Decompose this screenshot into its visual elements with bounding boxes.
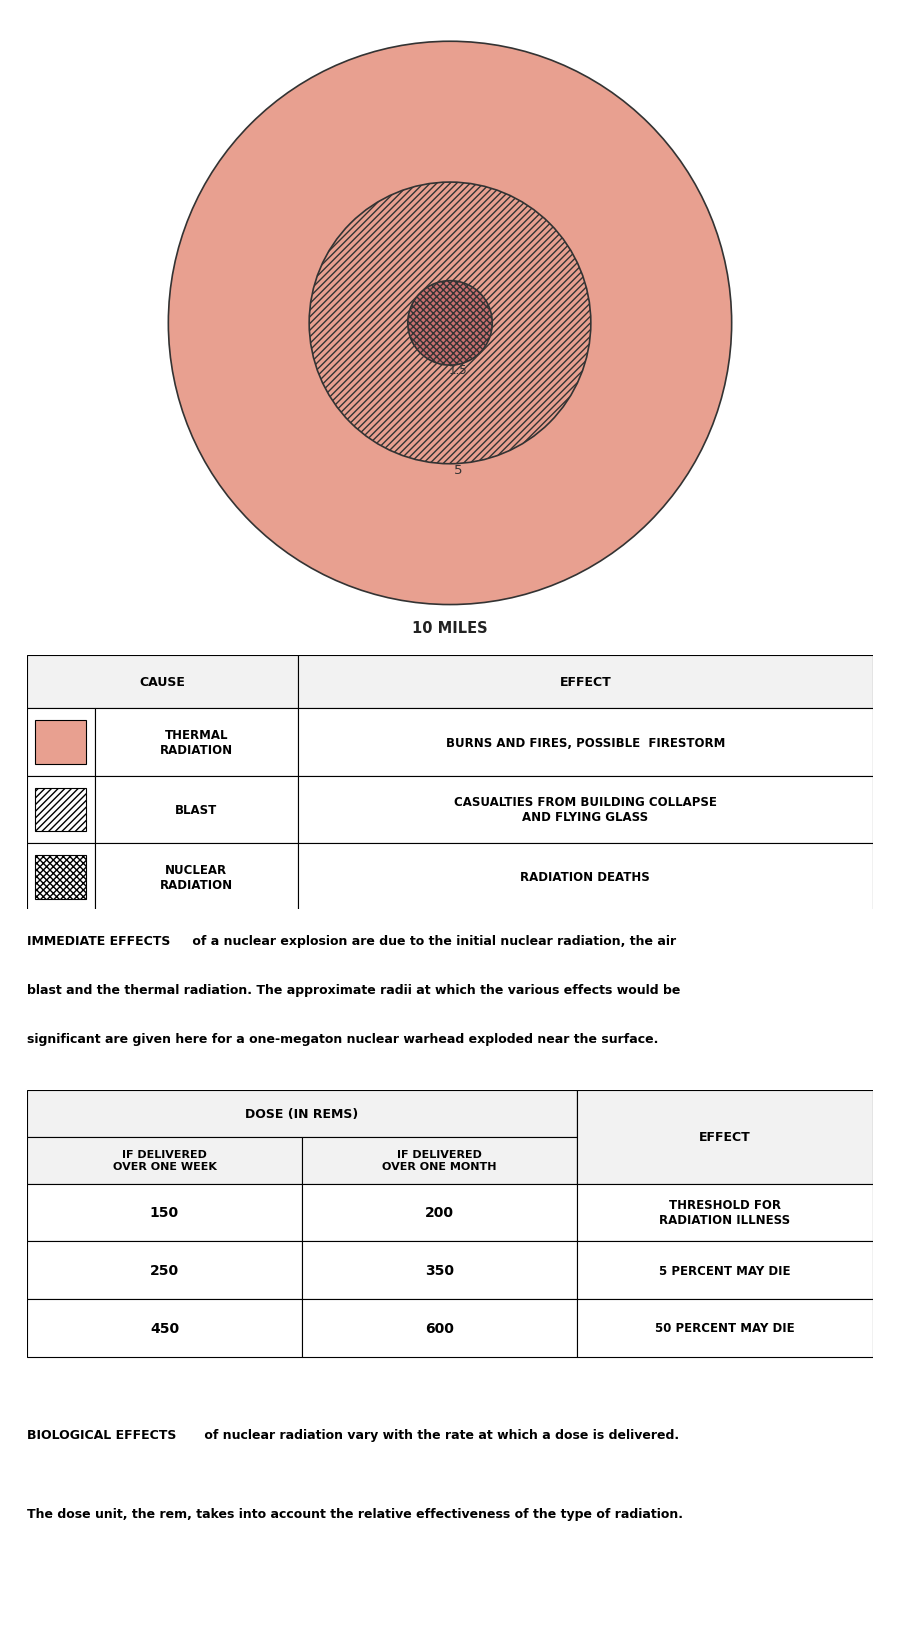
FancyBboxPatch shape bbox=[302, 1137, 577, 1183]
FancyBboxPatch shape bbox=[27, 1090, 577, 1137]
FancyBboxPatch shape bbox=[27, 777, 94, 844]
Text: 450: 450 bbox=[150, 1321, 179, 1334]
FancyBboxPatch shape bbox=[298, 777, 873, 844]
Text: of nuclear radiation vary with the rate at which a dose is delivered.: of nuclear radiation vary with the rate … bbox=[201, 1428, 680, 1441]
FancyBboxPatch shape bbox=[27, 844, 94, 911]
FancyBboxPatch shape bbox=[35, 788, 86, 833]
FancyBboxPatch shape bbox=[94, 710, 298, 777]
Text: CAUSE: CAUSE bbox=[140, 675, 185, 688]
Text: of a nuclear explosion are due to the initial nuclear radiation, the air: of a nuclear explosion are due to the in… bbox=[187, 934, 676, 947]
Text: 1.5: 1.5 bbox=[449, 364, 468, 377]
FancyBboxPatch shape bbox=[27, 1183, 302, 1242]
FancyBboxPatch shape bbox=[27, 1242, 302, 1300]
Text: EFFECT: EFFECT bbox=[560, 675, 611, 688]
Text: CASUALTIES FROM BUILDING COLLAPSE
AND FLYING GLASS: CASUALTIES FROM BUILDING COLLAPSE AND FL… bbox=[454, 797, 716, 824]
Text: RADIATION DEATHS: RADIATION DEATHS bbox=[520, 870, 650, 883]
FancyBboxPatch shape bbox=[298, 656, 873, 710]
Text: 150: 150 bbox=[150, 1206, 179, 1219]
Text: NUCLEAR
RADIATION: NUCLEAR RADIATION bbox=[159, 864, 233, 892]
FancyBboxPatch shape bbox=[35, 856, 86, 900]
FancyBboxPatch shape bbox=[577, 1242, 873, 1300]
Text: The dose unit, the rem, takes into account the relative effectiveness of the typ: The dose unit, the rem, takes into accou… bbox=[27, 1508, 683, 1521]
Text: blast and the thermal radiation. The approximate radii at which the various effe: blast and the thermal radiation. The app… bbox=[27, 983, 680, 997]
Text: IF DELIVERED
OVER ONE WEEK: IF DELIVERED OVER ONE WEEK bbox=[112, 1149, 216, 1172]
FancyBboxPatch shape bbox=[302, 1183, 577, 1242]
FancyBboxPatch shape bbox=[35, 721, 86, 764]
Text: 50 PERCENT MAY DIE: 50 PERCENT MAY DIE bbox=[655, 1321, 795, 1334]
Circle shape bbox=[310, 184, 590, 464]
Text: DOSE (IN REMS): DOSE (IN REMS) bbox=[246, 1106, 358, 1119]
FancyBboxPatch shape bbox=[27, 710, 94, 777]
FancyBboxPatch shape bbox=[302, 1242, 577, 1300]
FancyBboxPatch shape bbox=[577, 1300, 873, 1357]
FancyBboxPatch shape bbox=[577, 1137, 873, 1183]
Text: BIOLOGICAL EFFECTS: BIOLOGICAL EFFECTS bbox=[27, 1428, 176, 1441]
Text: IF DELIVERED
OVER ONE MONTH: IF DELIVERED OVER ONE MONTH bbox=[382, 1149, 497, 1172]
Circle shape bbox=[168, 43, 732, 605]
FancyBboxPatch shape bbox=[298, 710, 873, 777]
Text: 10 MILES: 10 MILES bbox=[412, 620, 488, 636]
Text: IMMEDIATE EFFECTS: IMMEDIATE EFFECTS bbox=[27, 934, 170, 947]
FancyBboxPatch shape bbox=[577, 1042, 873, 1137]
Text: 250: 250 bbox=[150, 1264, 179, 1277]
Text: BLAST: BLAST bbox=[176, 803, 217, 816]
FancyBboxPatch shape bbox=[577, 1183, 873, 1242]
Text: THERMAL
RADIATION: THERMAL RADIATION bbox=[159, 729, 233, 757]
FancyBboxPatch shape bbox=[27, 656, 298, 710]
Text: 350: 350 bbox=[425, 1264, 454, 1277]
Text: 5: 5 bbox=[454, 464, 463, 477]
Circle shape bbox=[408, 282, 492, 365]
Text: 200: 200 bbox=[425, 1206, 454, 1219]
Text: 5 PERCENT MAY DIE: 5 PERCENT MAY DIE bbox=[659, 1264, 791, 1277]
Text: 600: 600 bbox=[425, 1321, 454, 1334]
FancyBboxPatch shape bbox=[577, 1090, 873, 1183]
FancyBboxPatch shape bbox=[94, 844, 298, 911]
FancyBboxPatch shape bbox=[298, 844, 873, 911]
FancyBboxPatch shape bbox=[27, 1137, 302, 1183]
Text: significant are given here for a one-megaton nuclear warhead exploded near the s: significant are given here for a one-meg… bbox=[27, 1033, 659, 1046]
FancyBboxPatch shape bbox=[302, 1300, 577, 1357]
Text: EFFECT: EFFECT bbox=[699, 1131, 751, 1144]
Text: THRESHOLD FOR
RADIATION ILLNESS: THRESHOLD FOR RADIATION ILLNESS bbox=[660, 1198, 790, 1226]
FancyBboxPatch shape bbox=[27, 1300, 302, 1357]
FancyBboxPatch shape bbox=[94, 777, 298, 844]
Text: BURNS AND FIRES, POSSIBLE  FIRESTORM: BURNS AND FIRES, POSSIBLE FIRESTORM bbox=[446, 736, 725, 749]
